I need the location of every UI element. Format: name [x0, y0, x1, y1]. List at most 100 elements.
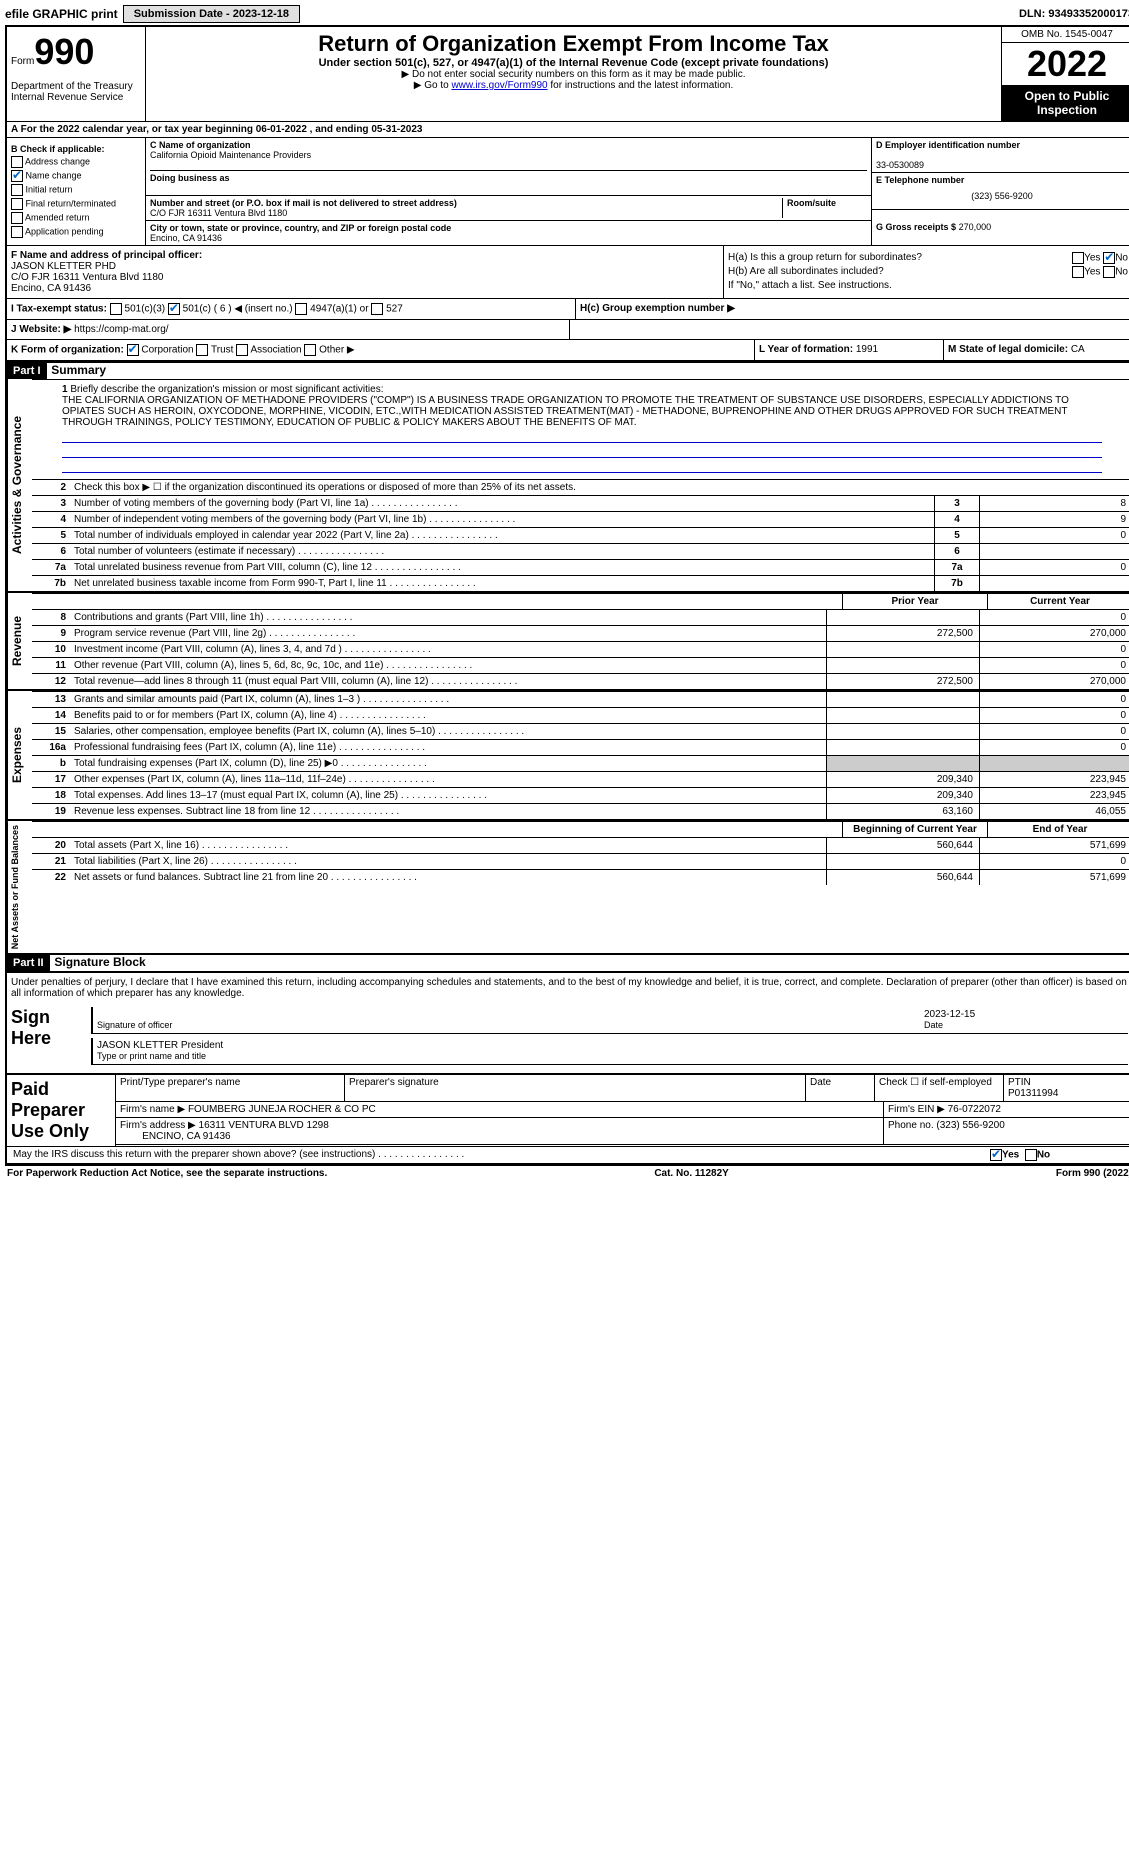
- line-num: 12: [32, 674, 70, 689]
- hc-label: H(c) Group exemption number ▶: [580, 303, 735, 314]
- ha-no-checkbox[interactable]: [1103, 252, 1115, 264]
- ptin-label: PTIN: [1008, 1077, 1031, 1088]
- line-num: 9: [32, 626, 70, 641]
- line-num: 15: [32, 724, 70, 739]
- form-number: 990: [34, 31, 94, 72]
- vlabel-netassets: Net Assets or Fund Balances: [7, 821, 32, 953]
- final-checkbox[interactable]: [11, 198, 23, 210]
- initial-checkbox[interactable]: [11, 184, 23, 196]
- part2-title: Signature Block: [52, 953, 147, 971]
- app-pending-checkbox[interactable]: [11, 226, 23, 238]
- form-title: Return of Organization Exempt From Incom…: [150, 31, 997, 57]
- app-pending-label: Application pending: [25, 226, 104, 236]
- submission-date-button[interactable]: Submission Date - 2023-12-18: [123, 5, 300, 23]
- discuss-yes: Yes: [1002, 1150, 1019, 1161]
- line-desc: Number of independent voting members of …: [70, 512, 934, 527]
- current-val: 0: [979, 658, 1129, 673]
- 4947-checkbox[interactable]: [295, 303, 307, 315]
- line-desc: Total fundraising expenses (Part IX, col…: [70, 756, 826, 771]
- other-checkbox[interactable]: [304, 344, 316, 356]
- line-num: 5: [32, 528, 70, 543]
- line-desc: Benefits paid to or for members (Part IX…: [70, 708, 826, 723]
- prior-val: [826, 708, 979, 723]
- 501c3-checkbox[interactable]: [110, 303, 122, 315]
- year-formation: 1991: [856, 344, 878, 355]
- amended-label: Amended return: [25, 212, 90, 222]
- hb-note: If "No," attach a list. See instructions…: [728, 280, 1128, 291]
- prior-val: 63,160: [826, 804, 979, 819]
- org-name: California Opioid Maintenance Providers: [150, 150, 867, 160]
- hb-yes-checkbox[interactable]: [1072, 266, 1084, 278]
- firm-addr-label: Firm's address ▶: [120, 1120, 196, 1131]
- firm-ein-label: Firm's EIN ▶: [888, 1104, 945, 1115]
- prior-val: [826, 610, 979, 625]
- firm-addr: 16311 VENTURA BLVD 1298: [199, 1120, 329, 1131]
- line-val: 0: [979, 528, 1129, 543]
- trust-checkbox[interactable]: [196, 344, 208, 356]
- dba-label: Doing business as: [150, 170, 867, 183]
- org-address: C/O FJR 16311 Ventura Blvd 1180: [150, 208, 782, 218]
- final-label: Final return/terminated: [26, 198, 117, 208]
- prior-year-header: Prior Year: [842, 594, 987, 609]
- pra-notice: For Paperwork Reduction Act Notice, see …: [7, 1168, 327, 1179]
- note-goto-pre: ▶ Go to: [414, 80, 452, 91]
- assoc-label: Association: [250, 345, 301, 356]
- line-num: 13: [32, 692, 70, 707]
- line-num: 18: [32, 788, 70, 803]
- 501c-label: 501(c) ( 6 ) ◀ (insert no.): [183, 304, 293, 315]
- line-val: [979, 544, 1129, 559]
- part2-header: Part II: [7, 955, 50, 971]
- line-desc: Total expenses. Add lines 13–17 (must eq…: [70, 788, 826, 803]
- form-word: Form: [11, 56, 34, 67]
- line-box: 5: [934, 528, 979, 543]
- omb-number: OMB No. 1545-0047: [1002, 27, 1129, 43]
- note-ssn: ▶ Do not enter social security numbers o…: [150, 69, 997, 80]
- end-val: 571,699: [979, 870, 1129, 885]
- line-desc: Total liabilities (Part X, line 26): [70, 854, 826, 869]
- assoc-checkbox[interactable]: [236, 344, 248, 356]
- prep-date-label: Date: [806, 1075, 875, 1101]
- sign-here: Sign Here: [11, 1007, 91, 1069]
- ha-yes: Yes: [1084, 253, 1100, 264]
- begin-val: [826, 854, 979, 869]
- cat-number: Cat. No. 11282Y: [654, 1168, 728, 1179]
- ha-no: No: [1115, 253, 1128, 264]
- 527-checkbox[interactable]: [371, 303, 383, 315]
- discuss-no-checkbox[interactable]: [1025, 1149, 1037, 1161]
- form-org-label: K Form of organization:: [11, 345, 124, 356]
- line-desc: Total number of individuals employed in …: [70, 528, 934, 543]
- line-val: 9: [979, 512, 1129, 527]
- begin-val: 560,644: [826, 870, 979, 885]
- addr-change-checkbox[interactable]: [11, 156, 23, 168]
- current-val: [979, 756, 1129, 771]
- line-num: 10: [32, 642, 70, 657]
- ha-yes-checkbox[interactable]: [1072, 252, 1084, 264]
- line-desc: Professional fundraising fees (Part IX, …: [70, 740, 826, 755]
- officer-city: Encino, CA 91436: [11, 283, 719, 294]
- blank-line: [62, 460, 1102, 473]
- line-desc: Total number of volunteers (estimate if …: [70, 544, 934, 559]
- line-desc: Investment income (Part VIII, column (A)…: [70, 642, 826, 657]
- prior-val: [826, 756, 979, 771]
- prep-phone: (323) 556-9200: [936, 1120, 1004, 1131]
- corp-label: Corporation: [141, 345, 193, 356]
- current-val: 270,000: [979, 674, 1129, 689]
- end-val: 0: [979, 854, 1129, 869]
- form-subtitle: Under section 501(c), 527, or 4947(a)(1)…: [150, 57, 997, 69]
- corp-checkbox[interactable]: [127, 344, 139, 356]
- name-change-checkbox[interactable]: [11, 170, 23, 182]
- line-desc: Net unrelated business taxable income fr…: [70, 576, 934, 591]
- sig-officer-label: Signature of officer: [97, 1020, 172, 1030]
- line-num: 7b: [32, 576, 70, 591]
- discuss-yes-checkbox[interactable]: [990, 1149, 1002, 1161]
- vlabel-expenses: Expenses: [7, 691, 32, 819]
- 4947-label: 4947(a)(1) or: [310, 304, 368, 315]
- irs-link[interactable]: www.irs.gov/Form990: [451, 80, 547, 91]
- 501c-checkbox[interactable]: [168, 303, 180, 315]
- amended-checkbox[interactable]: [11, 212, 23, 224]
- hb-no-checkbox[interactable]: [1103, 266, 1115, 278]
- website-label: J Website: ▶: [11, 324, 71, 335]
- website-value: https://comp-mat.org/: [71, 324, 168, 335]
- firm-ein: 76-0722072: [948, 1104, 1001, 1115]
- begin-year-header: Beginning of Current Year: [842, 822, 987, 837]
